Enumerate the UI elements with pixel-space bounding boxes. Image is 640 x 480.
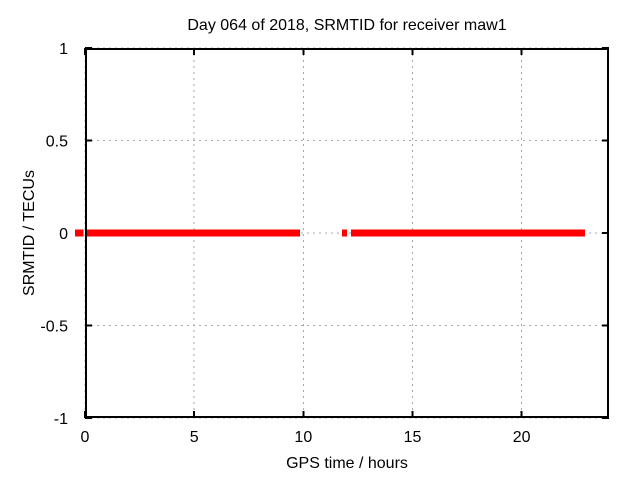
- x-tick-label: 5: [190, 429, 199, 446]
- x-tick-label: 20: [513, 429, 531, 446]
- series-segment: [85, 229, 301, 237]
- x-tick-label: 10: [294, 429, 312, 446]
- y-tick-label: 0: [59, 226, 68, 243]
- y-axis-label: SRMTID / TECUs: [21, 170, 38, 296]
- series-segment: [350, 229, 585, 237]
- y-tick-label: -0.5: [40, 319, 68, 336]
- y-tick-label: 1: [59, 41, 68, 58]
- y-tick-label: -1: [54, 411, 68, 428]
- chart-title: Day 064 of 2018, SRMTID for receiver maw…: [187, 17, 506, 34]
- x-axis-label: GPS time / hours: [286, 455, 408, 472]
- plot-border: [85, 48, 609, 418]
- series-segment: [341, 229, 347, 237]
- series-segment: [75, 229, 84, 237]
- data-series: [75, 229, 585, 237]
- tick-labels: 0 5 10 15 20 1 0.5 0 -0.5 -1: [40, 41, 530, 446]
- y-tick-label: 0.5: [46, 134, 68, 151]
- x-tick-label: 0: [81, 429, 90, 446]
- x-tick-label: 15: [404, 429, 422, 446]
